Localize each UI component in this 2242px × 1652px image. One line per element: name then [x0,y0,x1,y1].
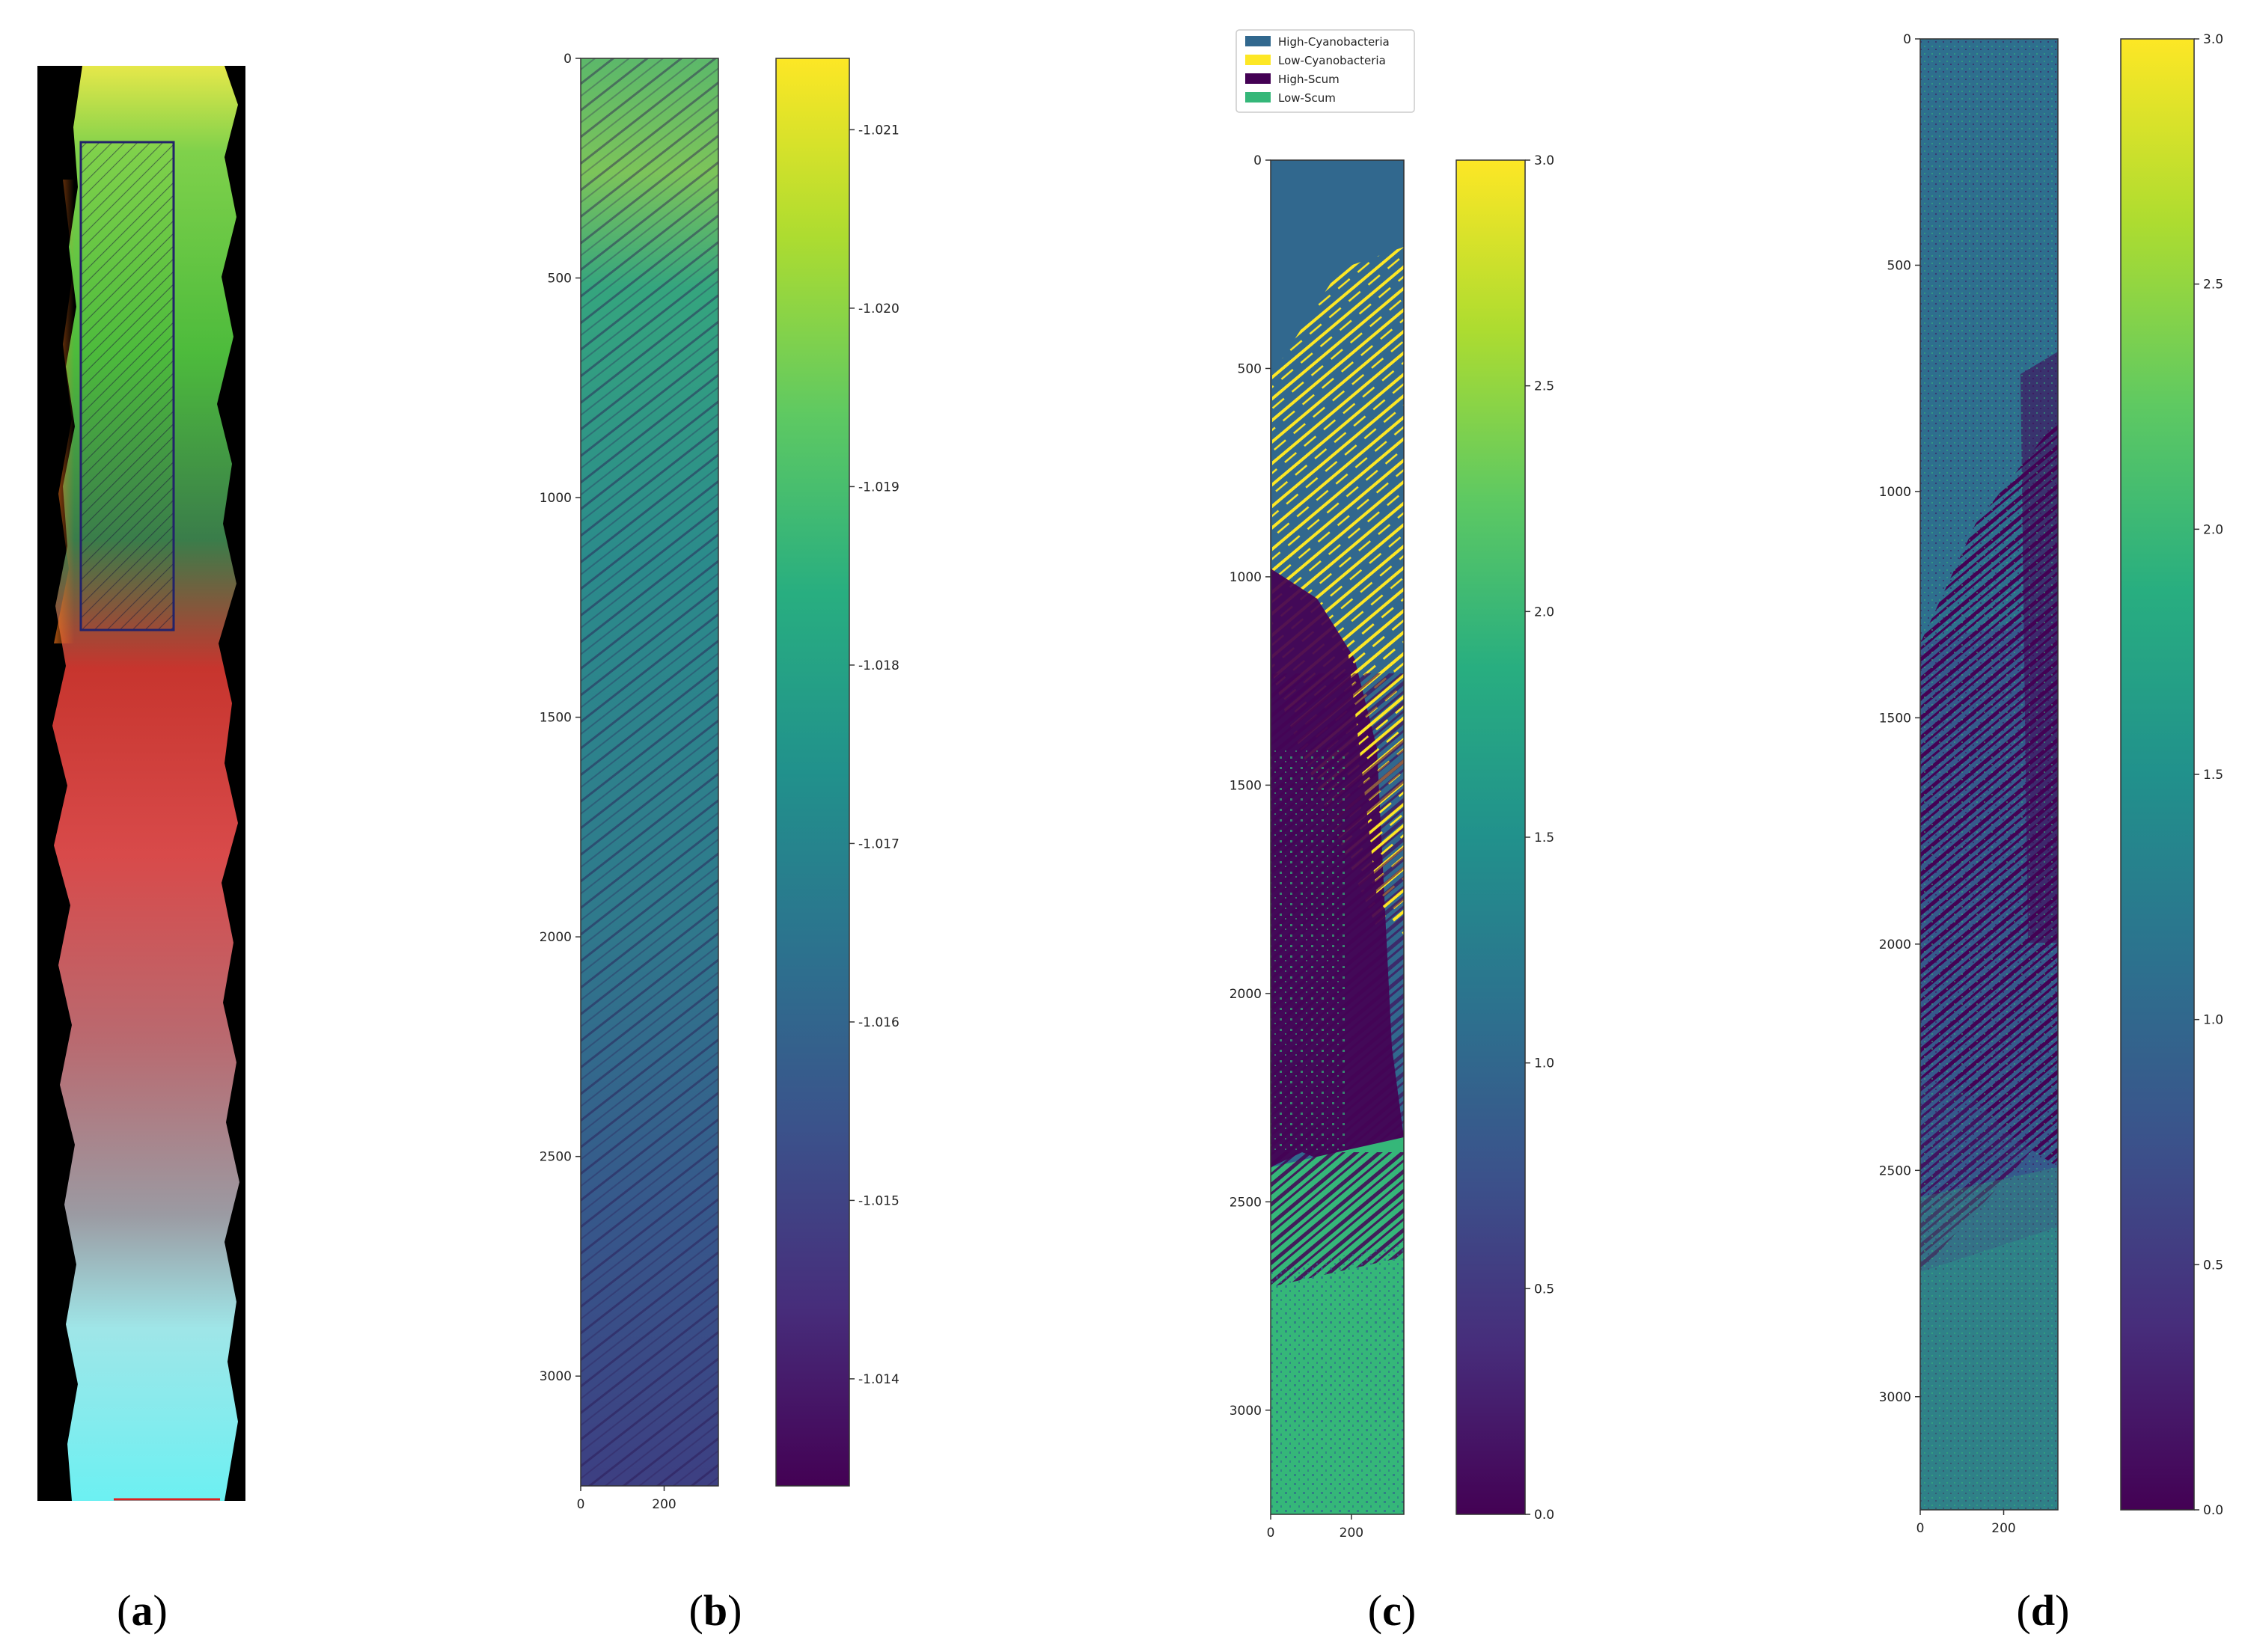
panel-b-heatmap-streaks [581,58,718,1486]
panel-label-c: (c) [1368,1586,1416,1635]
panel-b-colorbar-tick-label: -1.016 [858,1015,899,1030]
panel-b-heatmap-border [580,58,719,1487]
panel-d-x-axis: 0 200 [1916,1510,2016,1536]
panel-d-y-tick-label: 1500 [1879,711,1911,726]
panel-c-y-tick-label: 3000 [1230,1404,1262,1419]
panel-c-colorbar-tick-label: 1.0 [1534,1056,1554,1071]
legend-label: High-Scum [1278,73,1340,86]
panel-c-x-tick-label: 200 [1340,1526,1363,1541]
panel-d-colorbar-tick-label: 1.5 [2203,768,2223,783]
panel-c-y-tick-label: 1500 [1230,778,1262,793]
panel-c-y-tick-label: 2500 [1230,1195,1262,1210]
legend-label: Low-Cyanobacteria [1278,54,1386,67]
panel-c-colorbar-tick-label: 1.5 [1534,830,1554,845]
panel-b-y-tick-label: 500 [548,272,572,287]
panel-label-d: (d) [2017,1586,2070,1635]
panel-c-x-axis: 0 200 [1267,1514,1363,1541]
panel-c-y-tick-label: 500 [1238,361,1262,376]
panel-d-colorbar-ticks: 3.0 2.5 2.0 1.5 1.0 0.5 0.0 [2194,32,2223,1518]
panel-b-colorbar-tick-label: -1.021 [858,123,899,138]
panel-c-colorbar [1456,159,1526,1515]
panel-d-y-tick-label: 2000 [1879,937,1911,952]
panel-d-y-tick-label: 3000 [1879,1390,1911,1405]
panel-b-y-axis: 0 500 1000 1500 2000 2500 3000 [540,52,581,1384]
panel-b-colorbar-tick-label: -1.020 [858,302,899,316]
panel-label-b: (b) [689,1586,742,1635]
panel-c: High-Cyanobacteria Low-Cyanobacteria High-… [1230,29,1554,1541]
panel-c-colorbar-tick-label: 2.0 [1534,605,1554,620]
legend-label: Low-Scum [1278,91,1336,105]
legend-swatch [1245,36,1271,46]
panel-c-colorbar-tick-label: 2.5 [1534,379,1554,394]
panel-b-x-axis: 0 200 [577,1486,676,1512]
panel-c-y-tick-label: 1000 [1230,570,1262,585]
panel-d: 0 500 1000 1500 2000 2500 3000 0 200 3.0 2.5 2.0 1… [1879,32,2223,1536]
legend-label: High-Cyanobacteria [1278,35,1390,49]
panel-c-colorbar-ticks: 3.0 2.5 2.0 1.5 1.0 0.5 0.0 [1525,153,1554,1523]
panel-b-colorbar-tick-label: -1.018 [858,658,899,673]
panel-c-y-tick-label: 0 [1253,153,1262,168]
panel-a-region-box [79,141,175,631]
panel-d-colorbar [2120,38,2195,1511]
panel-b-colorbar-tick-label: -1.014 [858,1372,899,1387]
panel-b-y-tick-label: 3000 [540,1369,572,1384]
panel-d-y-axis: 0 500 1000 1500 2000 2500 3000 [1879,32,1920,1405]
panel-b-y-tick-label: 1500 [540,711,572,726]
panel-c-heatmap [1270,159,1405,1515]
panel-d-colorbar-tick-label: 3.0 [2203,32,2223,47]
panel-b-y-tick-label: 2500 [540,1150,572,1165]
legend-swatch [1245,55,1271,65]
panel-d-colorbar-tick-label: 2.0 [2203,522,2223,537]
panel-d-x-tick-label: 200 [1991,1521,2015,1536]
panel-d-colorbar-tick-label: 0.0 [2203,1503,2223,1518]
legend-swatch [1245,92,1271,103]
panel-b-x-tick-label: 200 [652,1497,676,1512]
panel-label-a: (a) [117,1586,168,1635]
legend-swatch [1245,73,1271,84]
panel-b-y-tick-label: 0 [563,52,572,67]
panel-b-x-tick-label: 0 [577,1497,585,1512]
panel-d-y-tick-label: 500 [1887,258,1911,273]
panel-b-y-tick-label: 1000 [540,491,572,506]
panel-b-y-tick-label: 2000 [540,930,572,945]
panel-b-colorbar [775,58,850,1487]
panel-d-colorbar-tick-label: 2.5 [2203,278,2223,293]
panel-d-y-tick-label: 0 [1903,32,1911,47]
panel-d-colorbar-tick-label: 0.5 [2203,1258,2223,1273]
panel-d-y-tick-label: 1000 [1879,485,1911,500]
panel-d-colorbar-tick-label: 1.0 [2203,1013,2223,1028]
panel-b-colorbar-tick-label: -1.017 [858,836,899,851]
panel-c-x-tick-label: 0 [1267,1526,1275,1541]
panel-c-colorbar-tick-label: 0.0 [1534,1508,1554,1523]
panel-b-colorbar-tick-label: -1.019 [858,480,899,495]
panel-c-colorbar-tick-label: 0.5 [1534,1282,1554,1297]
panel-d-y-tick-label: 2500 [1879,1163,1911,1178]
panel-a [37,66,245,1501]
panel-c-y-tick-label: 2000 [1230,987,1262,1002]
panel-c-colorbar-tick-label: 3.0 [1534,153,1554,168]
panel-c-y-axis: 0 500 1000 1500 2000 2500 3000 [1230,153,1271,1419]
panel-d-x-tick-label: 0 [1916,1521,1925,1536]
panel-c-legend: High-Cyanobacteria Low-Cyanobacteria High-… [1245,35,1390,105]
panel-d-heatmap [1919,38,2059,1511]
panel-c-legend-box [1235,29,1415,113]
panel-b-colorbar-ticks: -1.021 -1.020 -1.019 -1.018 -1.017 -1.016 -1.0… [849,123,899,1387]
panel-b-colorbar-tick-label: -1.015 [858,1193,899,1208]
